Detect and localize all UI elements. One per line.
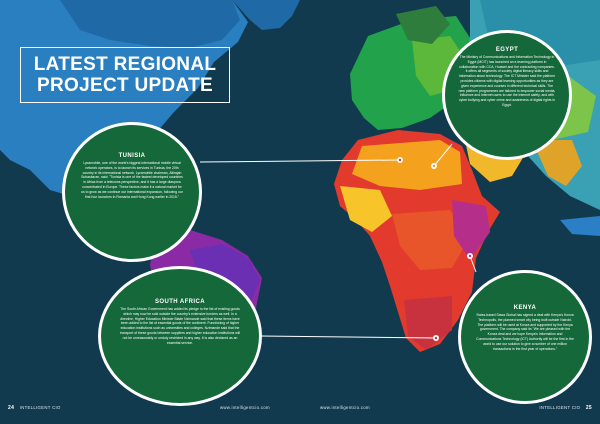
pin-icon-kenya-inner	[468, 254, 472, 258]
page-number-right: 25	[585, 405, 592, 411]
footer-brand-right: INTELLIGENT CIO	[539, 405, 581, 410]
pin-icon-egypt-inner	[432, 164, 436, 168]
southern-africa-shape	[404, 296, 452, 350]
connector-south-africa	[259, 335, 437, 339]
pin-icon-tunisia-inner	[398, 158, 402, 162]
central-africa-shape	[392, 210, 470, 270]
canada-shape	[60, 0, 240, 48]
tunisia-callout: TUNISIA Lycamobile, one of the world's b…	[62, 122, 202, 262]
page-title-line-1: LATEST REGIONAL	[33, 54, 217, 75]
tunisia-body: Lycamobile, one of the world's biggest i…	[81, 161, 183, 199]
south-africa-heading: SOUTH AFRICA	[155, 299, 205, 305]
greenland-shape	[232, 0, 300, 30]
tunisia-heading: TUNISIA	[118, 153, 146, 159]
north-america-shape	[0, 0, 248, 220]
page-title-line-2: PROJECT UPDATE	[37, 75, 213, 96]
north-africa-shape	[352, 140, 462, 190]
footer-url-left[interactable]: www.intelligentcio.com	[220, 405, 270, 410]
kenya-heading: KENYA	[513, 305, 537, 311]
egypt-body: The Ministry of Communications and Infor…	[458, 55, 556, 107]
page-number-left: 24	[8, 405, 15, 411]
egypt-callout: EGYPT The Ministry of Communications and…	[442, 30, 572, 160]
title-box: LATEST REGIONAL PROJECT UPDATE	[20, 47, 230, 103]
kenya-callout: KENYA Swiss-based Sawa Global has signed…	[458, 270, 592, 404]
egypt-heading: EGYPT	[495, 47, 519, 53]
south-africa-body: The South African Government has added i…	[119, 307, 241, 345]
kenya-body: Swiss-based Sawa Global has signed a dea…	[476, 313, 574, 351]
connector-tunisia	[199, 159, 401, 163]
connector-egypt	[433, 143, 453, 167]
east-africa-shape	[452, 200, 490, 260]
west-africa-shape	[340, 186, 392, 232]
asia-south-shape	[532, 140, 582, 186]
footer-brand-left: INTELLIGENT CIO	[19, 405, 61, 410]
pin-icon-south-africa-inner	[434, 336, 438, 340]
footer-right: INTELLIGENT CIO 25	[539, 405, 592, 411]
south-africa-callout: SOUTH AFRICA The South African Governmen…	[98, 266, 262, 406]
indonesia-shape	[560, 216, 600, 236]
footer-url-right[interactable]: www.intelligentcio.com	[320, 405, 370, 410]
europe-north-shape	[396, 6, 450, 44]
footer-left: 24 INTELLIGENT CIO	[8, 405, 61, 411]
